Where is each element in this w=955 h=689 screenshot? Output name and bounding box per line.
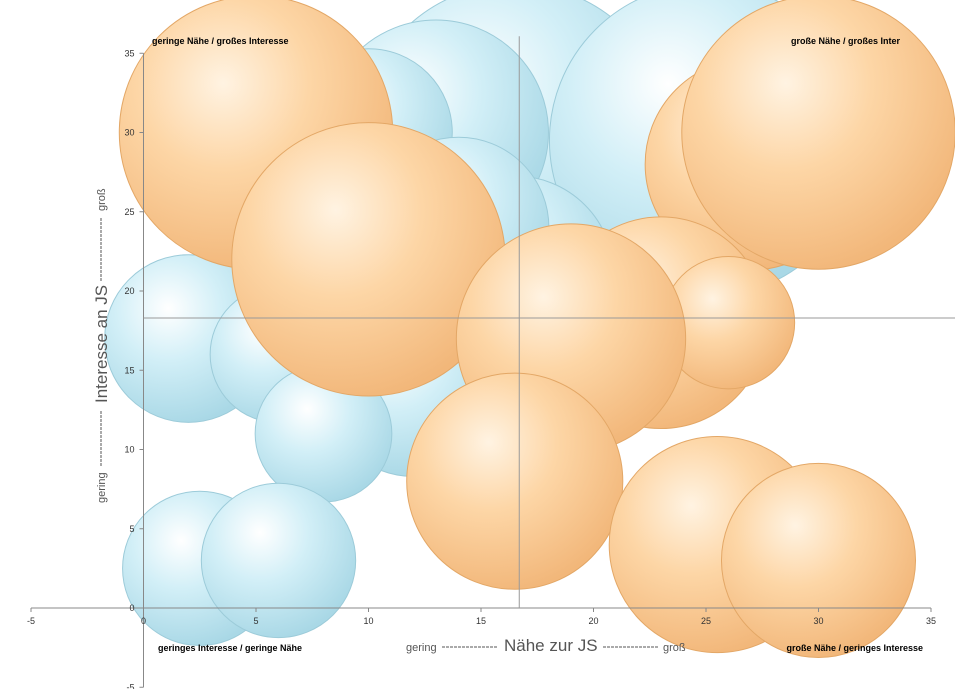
y-tick-label: 10 [124,445,134,455]
blue-bubble [200,482,357,639]
y-tick-label: 20 [124,286,134,296]
quadrant-label-bottom-left: geringes Interesse / geringe Nähe [158,643,302,653]
y-tick-label: 0 [129,603,134,613]
x-tick-group: -5 0 5 10 15 20 25 30 35 [27,608,936,626]
y-tick-label: 15 [124,365,134,375]
orange-bubble [681,0,955,270]
orange-bubble [406,372,624,590]
x-axis-title: Nähe zur JS [504,636,598,655]
y-tick-label: 5 [129,524,134,534]
x-tick-label: -5 [27,616,35,626]
x-tick-label: 10 [363,616,373,626]
y-tick-group: -5 0 5 10 15 20 25 30 35 [124,48,144,689]
y-axis-label-group: gering Interesse an JS groß [92,188,111,503]
bubble-layer [104,0,955,658]
quadrant-label-top-right: große Nähe / großes Inter [791,36,901,46]
x-tick-label: 5 [253,616,258,626]
quadrant-label-bottom-right: große Nähe / geringes Interesse [786,643,923,653]
y-tick-label: 25 [124,207,134,217]
x-tick-label: 25 [701,616,711,626]
x-tick-label: 20 [588,616,598,626]
x-axis-high-label: groß [663,642,686,654]
y-axis-title: Interesse an JS [92,285,111,403]
y-tick-label: 30 [124,128,134,138]
x-tick-label: 35 [926,616,936,626]
quadrant-label-top-left: geringe Nähe / großes Interesse [152,36,289,46]
x-tick-label: 0 [141,616,146,626]
x-tick-label: 15 [476,616,486,626]
y-axis-high-label: groß [96,188,108,211]
x-tick-label: 30 [813,616,823,626]
x-axis-low-label: gering [406,642,437,654]
y-tick-label: -5 [126,682,134,689]
orange-bubble [720,462,917,658]
axes-layer: -5 0 5 10 15 20 25 30 35 -5 0 5 10 15 20 25 30 35 [27,36,955,689]
y-tick-label: 35 [124,48,134,58]
y-axis-low-label: gering [96,472,108,503]
